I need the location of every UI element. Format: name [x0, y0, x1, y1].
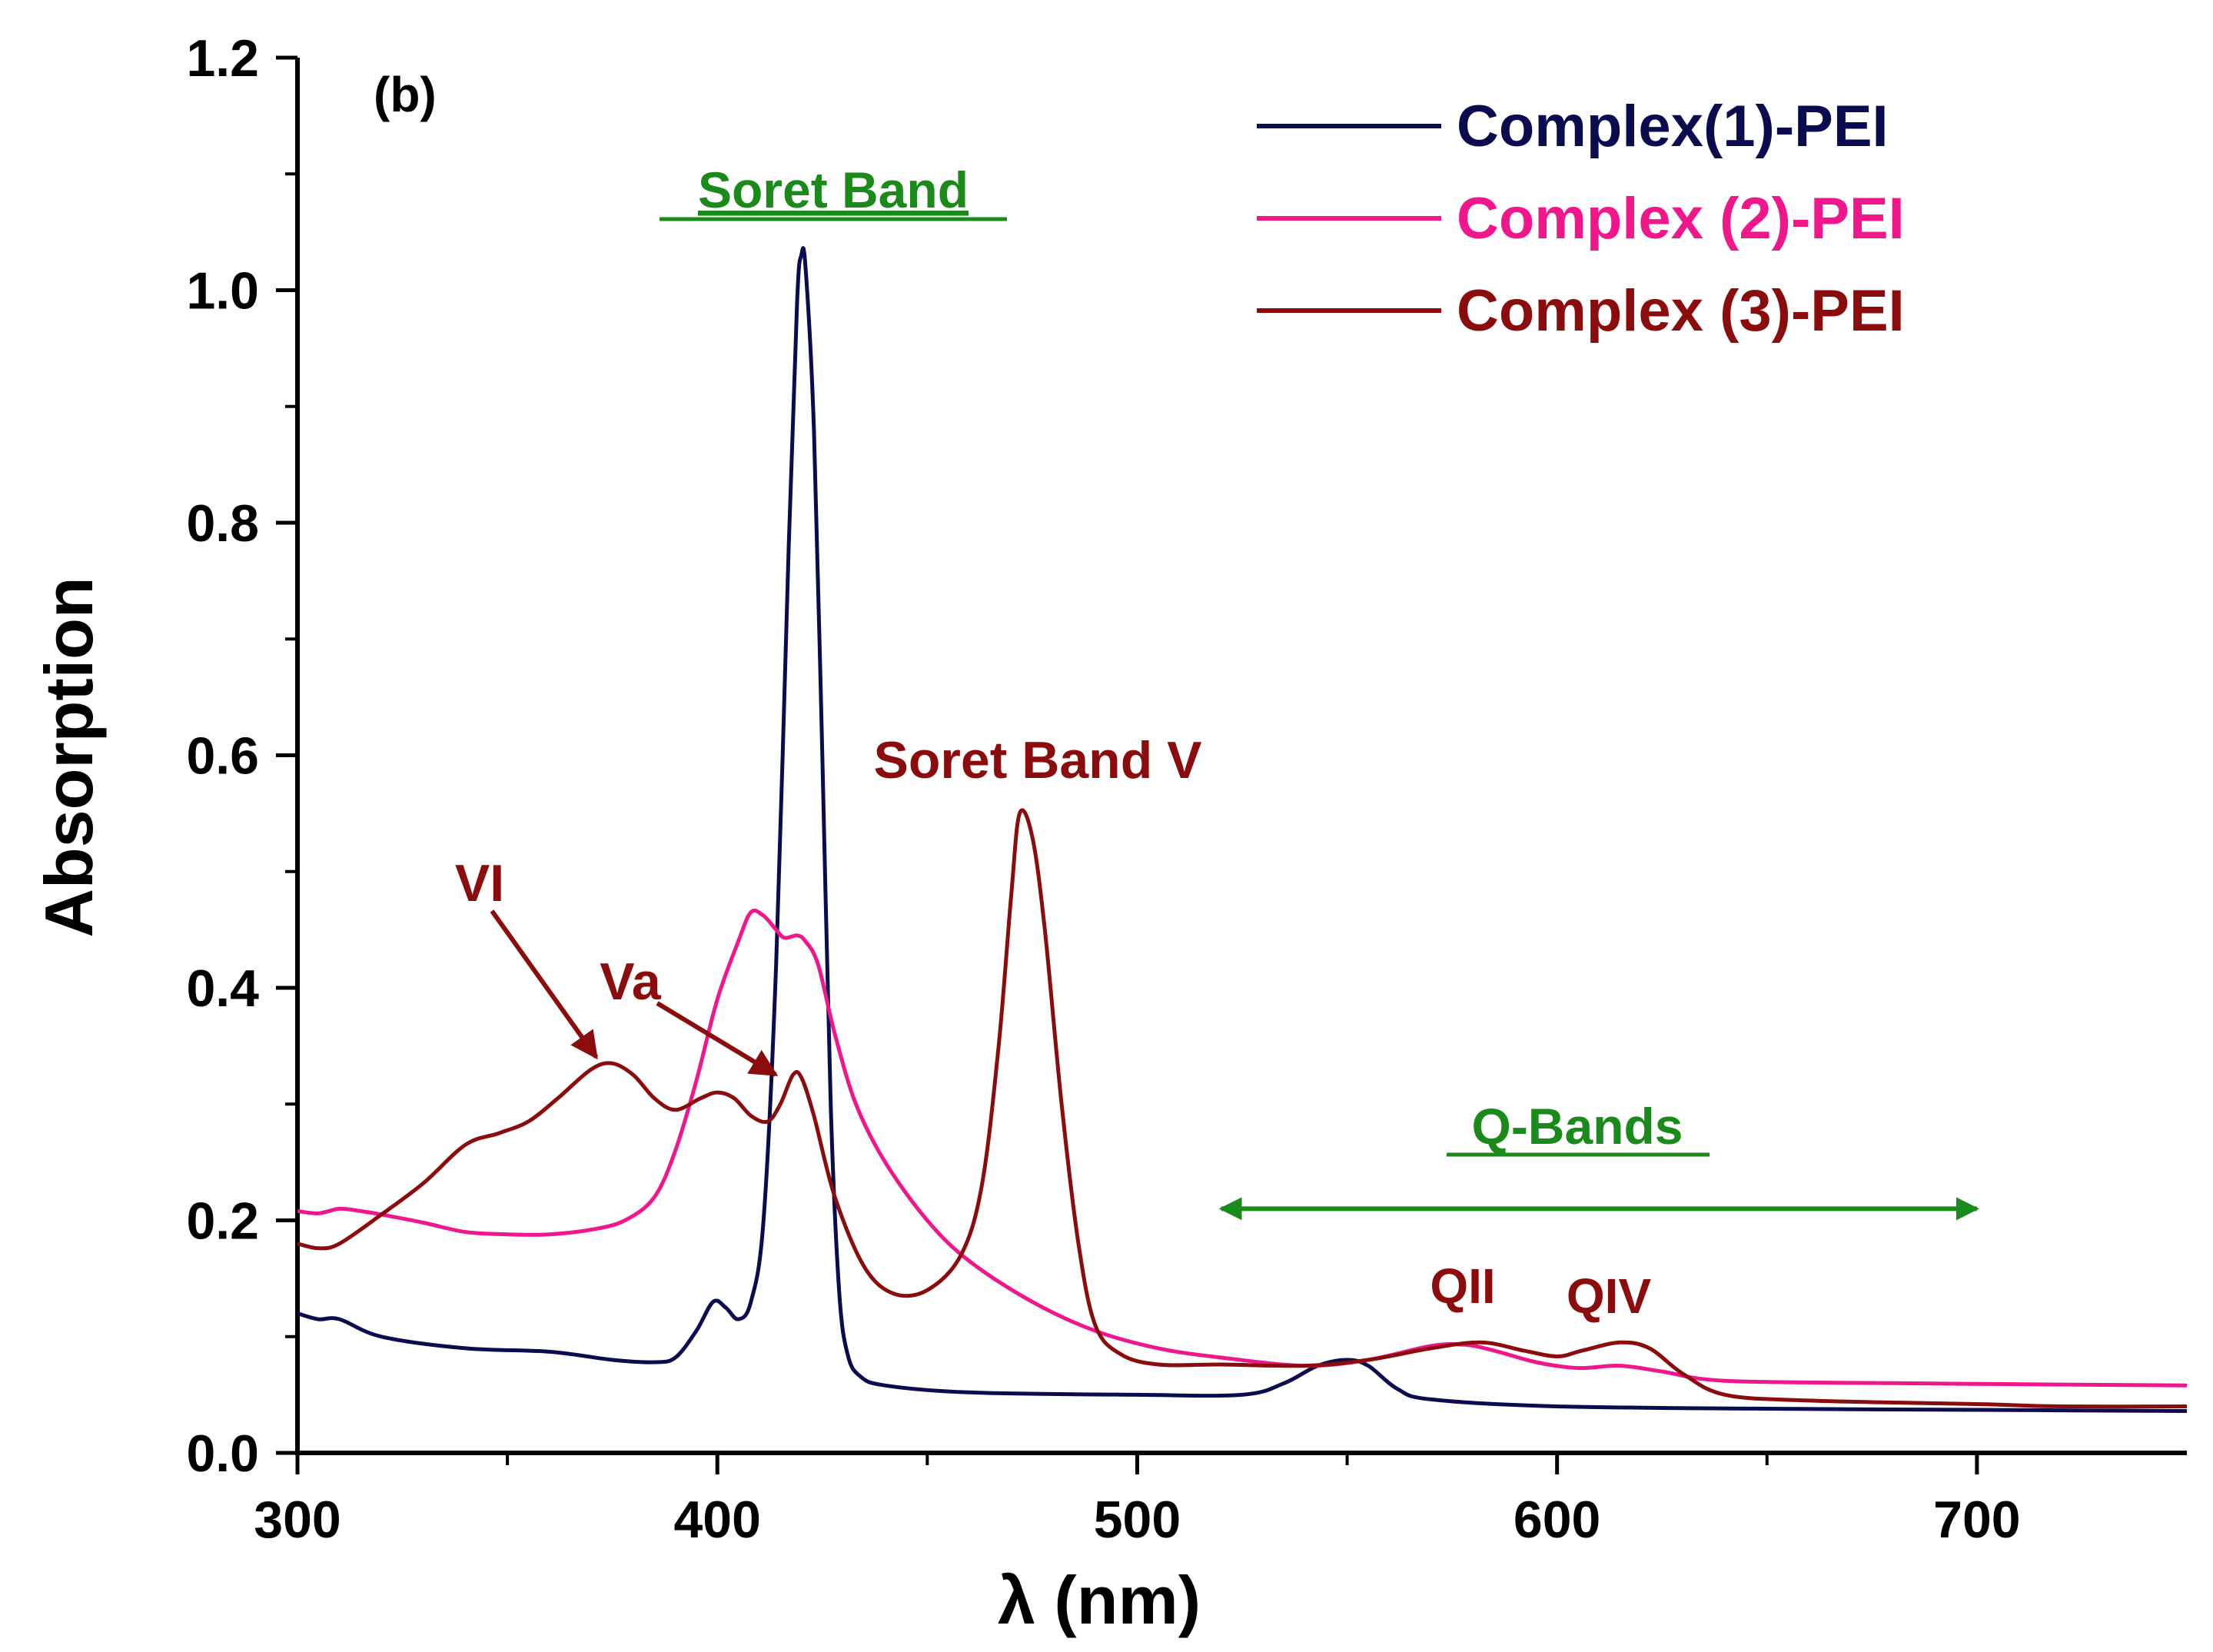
annotation-soret-band: Soret Band [698, 161, 969, 218]
series-line-2 [297, 909, 2188, 1388]
legend-label-3: Complex (3)-PEI [1457, 278, 1905, 344]
annotation-soret-band-v: Soret Band V [874, 731, 1202, 789]
axis-ticks [276, 55, 1979, 1474]
annotation-va: Va [600, 952, 662, 1011]
x-tick-label: 300 [254, 1491, 341, 1549]
series-lines [297, 246, 2188, 1413]
annotation-vi-arrow [490, 909, 599, 1060]
axes [295, 58, 2187, 1455]
y-axis-title: Absorption [31, 577, 107, 937]
axis-tick-labels: 300 400 500 600 700 0.0 0.2 0.4 0.6 0.8 1.0 1.2 [186, 29, 2020, 1549]
annotations: Soret Band Soret Band V VI Va Q-Bands QI… [455, 161, 1979, 1324]
x-tick-label: 500 [1094, 1491, 1181, 1549]
legend: Complex(1)-PEI Complex (2)-PEI Complex (… [1257, 94, 1905, 344]
legend-label-2: Complex (2)-PEI [1457, 186, 1905, 251]
annotation-q-bands: Q-Bands [1471, 1098, 1683, 1155]
y-tick-label: 0.4 [186, 959, 259, 1018]
y-tick-label: 0.8 [186, 494, 259, 553]
series-line-1 [297, 246, 2188, 1413]
y-tick-label: 0.2 [186, 1192, 259, 1251]
y-tick-label: 0.6 [186, 727, 259, 786]
annotation-qiv: QIV [1567, 1268, 1652, 1324]
annotation-qii: QII [1430, 1258, 1495, 1314]
panel-label: (b) [374, 67, 437, 122]
annotation-va-arrow [656, 1001, 779, 1077]
annotation-vi: VI [455, 854, 504, 912]
series-line-3 [297, 808, 2188, 1409]
y-tick-label: 1.0 [186, 262, 259, 321]
x-tick-label: 400 [673, 1491, 760, 1549]
x-axis-title: λ (nm) [998, 1562, 1201, 1638]
y-tick-label: 0.0 [186, 1424, 259, 1483]
x-tick-label: 700 [1933, 1491, 2020, 1549]
y-tick-label: 1.2 [186, 29, 259, 88]
legend-label-1: Complex(1)-PEI [1457, 94, 1889, 159]
x-tick-label: 600 [1514, 1491, 1600, 1549]
